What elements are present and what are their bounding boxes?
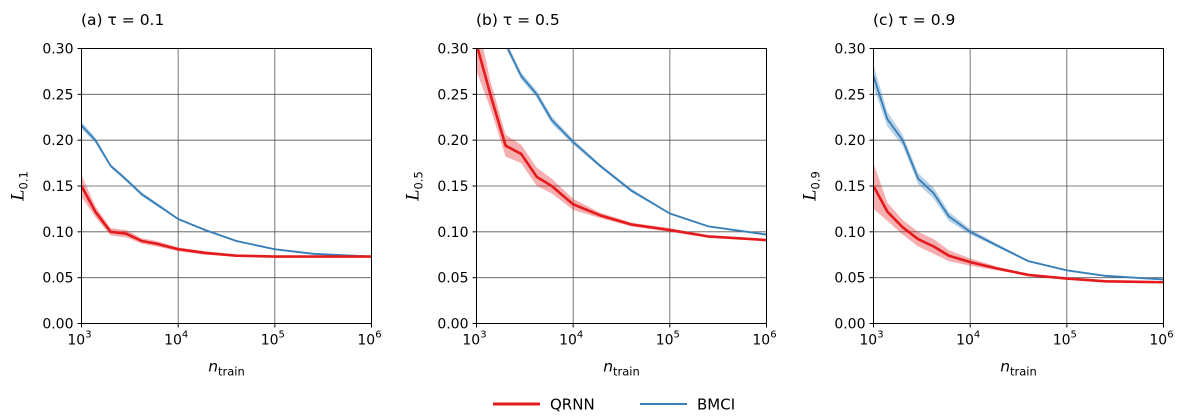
panel-c-bmci-band	[873, 65, 1164, 281]
panel-b-frame	[476, 48, 767, 324]
panel-a-ytick-label-3: 0.15	[42, 179, 73, 195]
panel-c-ytick-label-4: 0.20	[834, 133, 865, 149]
panel-b-plot: 0.00 0.05 0.10 0.15 0.20 0.25 0.30 103 104 105 106…	[404, 42, 777, 379]
panel-c-frame	[873, 48, 1164, 324]
panel-a-xtick-label-3: 106	[357, 330, 381, 349]
panel-c-ytick-label-2: 0.10	[834, 225, 865, 241]
panel-c-plot: 0.00 0.05 0.10 0.15 0.20 0.25 0.30 103 104 105 106…	[801, 42, 1174, 379]
panel-a-ytick-label-2: 0.10	[42, 225, 73, 241]
panel-c-xtick-label-1: 104	[956, 330, 980, 349]
panel-a-ytick-label-6: 0.30	[42, 42, 73, 58]
panel-b-series-group	[476, 48, 767, 242]
panel-b-ytick-label-6: 0.30	[437, 42, 468, 58]
panel-a-xtick-label-0: 103	[67, 330, 91, 349]
panel-b-qrnn-line	[476, 48, 767, 242]
panel-c-qrnn-line	[873, 185, 1164, 284]
panel-c-xtick-label-0: 103	[859, 330, 883, 349]
panel-b-bmci-band	[506, 48, 767, 236]
panel-c: (c) τ = 0.9 0.00 0.05 0.10 0.15 0.20 0.25 0.30…	[801, 11, 1174, 379]
panel-b-ytick-label-4: 0.20	[437, 133, 468, 149]
panel-a-ytick-label-1: 0.05	[42, 271, 73, 287]
panel-c-title: (c) τ = 0.9	[873, 11, 955, 29]
panel-a-ytick-label-4: 0.20	[42, 133, 73, 149]
panel-c-ytick-label-6: 0.30	[834, 42, 865, 58]
panel-a-qrnn-band	[81, 175, 372, 258]
panel-a-xtick-label-2: 105	[261, 330, 285, 349]
panel-b-ylabel: L0.5	[404, 171, 426, 202]
panel-c-xtick-label-2: 105	[1053, 330, 1077, 349]
panel-c-ylabel: L0.9	[801, 171, 823, 202]
panel-b-ytick-label-1: 0.05	[437, 271, 468, 287]
panel-a-series-group	[81, 121, 372, 258]
panel-b: (b) τ = 0.5 0.00 0.05 0.10 0.15 0.20 0.25 0.30…	[404, 11, 777, 379]
panel-b-ytick-label-0: 0.00	[437, 317, 468, 333]
panel-a-xlabel: ntrain	[208, 358, 245, 379]
panel-a-plot: 0.00 0.05 0.10 0.15 0.20 0.25 0.30 103 104 105 106…	[9, 42, 382, 379]
panel-a-ytick-label-0: 0.00	[42, 317, 73, 333]
panel-c-series-group	[873, 65, 1164, 284]
panel-a-ylabel: L0.1	[9, 171, 31, 202]
panel-b-qrnn-band	[476, 48, 767, 241]
panel-b-bmci-line	[506, 48, 767, 236]
panel-c-ytick-label-0: 0.00	[834, 317, 865, 333]
panel-a-ytick-label-5: 0.25	[42, 87, 73, 103]
panel-a: (a) τ = 0.1 0.00 0.05 0.10 0.15 0.20 0.25 0.30…	[9, 11, 382, 379]
panel-b-xlabel: ntrain	[603, 358, 640, 379]
panel-a-qrnn-line	[81, 185, 372, 258]
panel-c-xlabel: ntrain	[1000, 358, 1037, 379]
panel-b-ytick-label-2: 0.10	[437, 225, 468, 241]
panel-b-title: (b) τ = 0.5	[476, 11, 560, 29]
panel-c-bmci-line	[873, 75, 1164, 281]
panel-a-bmci-line	[81, 124, 372, 258]
panel-b-ytick-label-5: 0.25	[437, 87, 468, 103]
panel-c-ytick-label-5: 0.25	[834, 87, 865, 103]
panel-c-xtick-label-3: 106	[1149, 330, 1173, 349]
panel-c-ytick-label-1: 0.05	[834, 271, 865, 287]
panel-b-xtick-label-3: 106	[752, 330, 776, 349]
legend: QRNN BMCI	[493, 396, 735, 414]
panel-b-xtick-label-0: 103	[462, 330, 486, 349]
panel-a-frame	[81, 48, 372, 324]
panel-a-title: (a) τ = 0.1	[81, 11, 164, 29]
panel-b-ytick-label-3: 0.15	[437, 179, 468, 195]
panel-b-xtick-label-2: 105	[656, 330, 680, 349]
legend-label-bmci: BMCI	[697, 396, 735, 414]
panel-c-ytick-label-3: 0.15	[834, 179, 865, 195]
panel-b-xtick-label-1: 104	[559, 330, 583, 349]
panel-a-xtick-label-1: 104	[164, 330, 188, 349]
legend-label-qrnn: QRNN	[550, 396, 595, 414]
